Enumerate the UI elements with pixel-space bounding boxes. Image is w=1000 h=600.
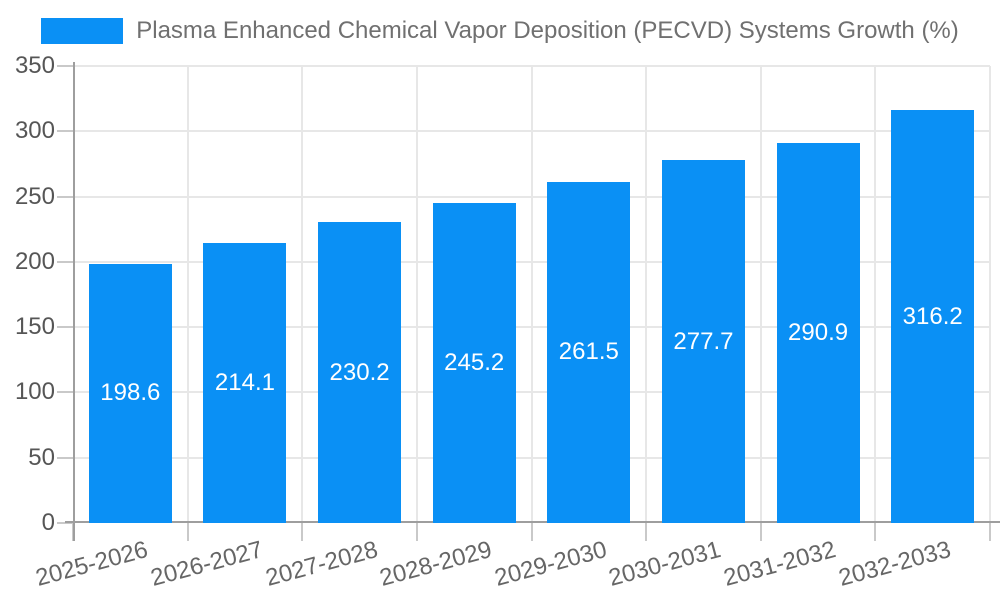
- x-axis-tick-4: [530, 523, 533, 541]
- legend: Plasma Enhanced Chemical Vapor Depositio…: [0, 17, 1000, 45]
- y-axis-label-300: 300: [14, 117, 55, 145]
- gridline-x-7: [874, 66, 877, 523]
- y-axis-label-50: 50: [28, 443, 55, 471]
- x-axis-tick-3: [415, 523, 418, 541]
- bar-2027-2028[interactable]: [318, 222, 402, 523]
- y-axis-label-0: 0: [41, 509, 55, 536]
- y-axis-tick-50: [57, 456, 73, 459]
- gridline-x-3: [415, 66, 418, 523]
- y-axis-tick-100: [57, 391, 73, 394]
- y-axis-label-350: 350: [14, 52, 55, 79]
- x-axis-tick-6: [759, 523, 762, 541]
- x-axis-tick-7: [874, 523, 877, 541]
- legend-swatch: [41, 18, 124, 44]
- legend-label: Plasma Enhanced Chemical Vapor Depositio…: [136, 17, 959, 44]
- bar-2026-2027[interactable]: [203, 243, 287, 523]
- x-axis-tick-8: [989, 523, 991, 541]
- gridline-x-8: [989, 66, 991, 523]
- x-axis-tick-5: [645, 523, 648, 541]
- gridline-x-4: [530, 66, 533, 523]
- bar-2028-2029[interactable]: [432, 202, 516, 523]
- gridline-x-6: [759, 66, 762, 523]
- y-axis-label-200: 200: [14, 247, 55, 275]
- y-axis-tick-300: [57, 130, 73, 133]
- bar-2025-2026[interactable]: [88, 263, 172, 523]
- y-axis-line: [73, 62, 75, 541]
- x-axis-line: [65, 521, 1000, 523]
- gridline-x-5: [645, 66, 648, 523]
- gridline-x-1: [186, 66, 189, 523]
- y-axis-tick-0: [57, 522, 73, 524]
- bar-2030-2031[interactable]: [661, 160, 745, 523]
- y-axis-label-100: 100: [14, 378, 55, 406]
- y-axis-tick-250: [57, 195, 73, 198]
- y-axis-label-150: 150: [14, 313, 55, 341]
- bar-2031-2032[interactable]: [776, 143, 860, 523]
- y-axis-tick-200: [57, 260, 73, 263]
- bar-2032-2033[interactable]: [891, 110, 975, 523]
- y-axis-tick-350: [57, 65, 73, 67]
- bar-2029-2030[interactable]: [547, 181, 631, 523]
- plot-area: 0 50 100 150 200 250 300 350 198.6 2025-2026 214.1…: [15, 54, 1000, 592]
- y-axis-label-250: 250: [14, 182, 55, 210]
- x-axis-tick-2: [301, 523, 304, 541]
- gridline-x-2: [301, 66, 304, 523]
- x-axis-tick-1: [186, 523, 189, 541]
- y-axis-tick-150: [57, 326, 73, 329]
